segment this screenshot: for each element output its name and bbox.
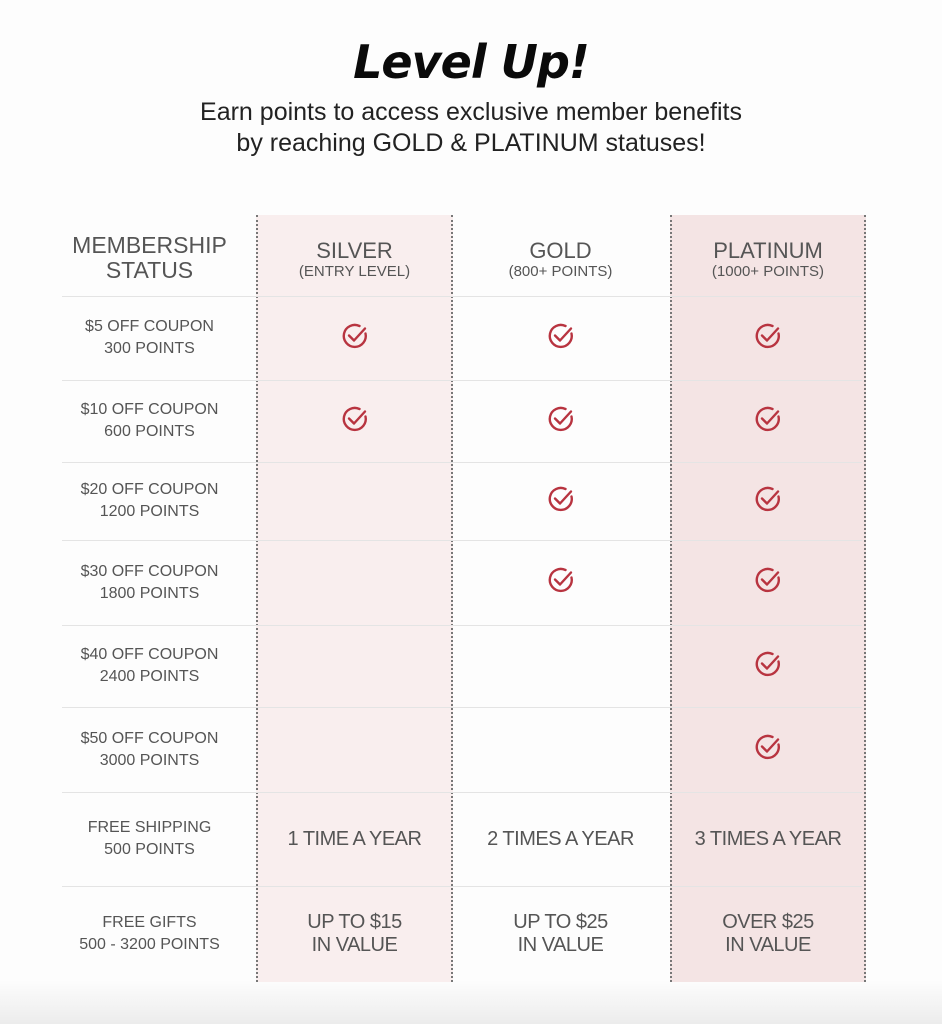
feature-points: 1200 POINTS xyxy=(99,503,200,520)
feature-points: 300 POINTS xyxy=(104,340,195,357)
cell-platinum xyxy=(672,462,864,540)
feature-name: $50 OFF COUPON xyxy=(80,729,219,747)
benefit-value: IN VALUE xyxy=(311,934,398,956)
cell-gold: UP TO $25 IN VALUE xyxy=(464,886,657,982)
cell-gold: 2 TIMES A YEAR xyxy=(464,792,657,886)
cell-gold xyxy=(464,296,657,380)
benefit-value: IN VALUE xyxy=(725,934,811,956)
feature-label: $5 OFF COUPON 300 POINTS xyxy=(62,296,237,380)
cell-gold xyxy=(464,707,657,792)
subtitle-line-1: Earn points to access exclusive member b… xyxy=(200,98,742,126)
feature-label: $10 OFF COUPON 600 POINTS xyxy=(62,380,237,462)
benefit-value: IN VALUE xyxy=(517,934,604,956)
feature-label: FREE GIFTS 500 - 3200 POINTS xyxy=(62,886,237,982)
cell-platinum xyxy=(672,707,864,792)
feature-label: $30 OFF COUPON 1800 POINTS xyxy=(62,540,237,625)
cell-silver xyxy=(258,540,451,625)
feature-name: FREE SHIPPING xyxy=(87,819,212,836)
cell-silver xyxy=(258,625,451,707)
row-divider xyxy=(62,380,862,381)
tier-header-platinum: PLATINUM (1000+ POINTS) xyxy=(672,225,864,295)
check-circle-icon xyxy=(751,402,785,441)
page-subtitle: Earn points to access exclusive member b… xyxy=(0,97,942,159)
feature-points: 600 POINTS xyxy=(104,423,195,440)
cell-gold xyxy=(464,380,657,462)
tier-sub: (1000+ POINTS) xyxy=(711,263,825,280)
check-circle-icon xyxy=(751,319,785,358)
cell-silver xyxy=(258,462,451,540)
cell-gold xyxy=(464,540,657,625)
feature-name: FREE GIFTS xyxy=(102,914,197,931)
feature-points: 3000 POINTS xyxy=(99,751,200,769)
row-divider xyxy=(62,886,862,887)
check-circle-icon xyxy=(338,319,372,358)
feature-label: $40 OFF COUPON 2400 POINTS xyxy=(62,625,237,707)
cell-silver xyxy=(258,296,451,380)
cell-silver: 1 TIME A YEAR xyxy=(258,792,451,886)
row-divider xyxy=(62,625,862,626)
check-circle-icon xyxy=(544,402,578,441)
row-divider xyxy=(62,707,862,708)
cell-silver xyxy=(258,707,451,792)
header-label-line-2: STATUS xyxy=(105,257,194,283)
check-circle-icon xyxy=(751,730,785,769)
bottom-fade xyxy=(0,980,942,1024)
check-circle-icon xyxy=(751,647,785,686)
tier-name: GOLD xyxy=(529,238,592,263)
row-divider xyxy=(62,462,862,463)
check-circle-icon xyxy=(751,563,785,602)
cell-gold xyxy=(464,625,657,707)
row-divider xyxy=(62,792,862,793)
benefit-value: 2 TIMES A YEAR xyxy=(487,827,634,850)
benefit-value: 3 TIMES A YEAR xyxy=(694,827,842,850)
cell-platinum: 3 TIMES A YEAR xyxy=(672,792,864,886)
feature-name: $40 OFF COUPON xyxy=(80,646,219,663)
feature-name: $5 OFF COUPON xyxy=(85,318,214,335)
tier-header-gold: GOLD (800+ POINTS) xyxy=(464,225,657,295)
feature-label: $20 OFF COUPON 1200 POINTS xyxy=(62,462,237,540)
feature-name: $20 OFF COUPON xyxy=(80,481,219,498)
header-label-line-1: MEMBERSHIP xyxy=(72,232,227,258)
cell-platinum xyxy=(672,540,864,625)
cell-platinum xyxy=(672,625,864,707)
cell-silver xyxy=(258,380,451,462)
feature-points: 500 - 3200 POINTS xyxy=(79,936,220,953)
tier-header-silver: SILVER (ENTRY LEVEL) xyxy=(258,225,451,295)
subtitle-line-2: by reaching GOLD & PLATINUM statuses! xyxy=(236,129,706,157)
check-circle-icon xyxy=(751,482,785,521)
row-divider xyxy=(62,296,862,297)
benefit-value: OVER $25 xyxy=(722,911,814,933)
feature-name: $10 OFF COUPON xyxy=(80,401,219,418)
header-label: MEMBERSHIP STATUS xyxy=(62,222,237,294)
feature-name: $30 OFF COUPON xyxy=(80,562,219,580)
feature-label: $50 OFF COUPON 3000 POINTS xyxy=(62,707,237,792)
feature-points: 2400 POINTS xyxy=(99,668,200,685)
feature-points: 1800 POINTS xyxy=(99,584,200,602)
check-circle-icon xyxy=(338,402,372,441)
tier-sub: (ENTRY LEVEL) xyxy=(298,263,411,280)
feature-points: 500 POINTS xyxy=(104,841,195,858)
benefit-value: UP TO $25 xyxy=(513,911,608,933)
benefit-value: 1 TIME A YEAR xyxy=(287,827,422,850)
tier-name: PLATINUM xyxy=(713,238,823,263)
silver-column-highlight xyxy=(256,215,453,982)
tier-sub: (800+ POINTS) xyxy=(508,263,613,280)
check-circle-icon xyxy=(544,319,578,358)
cell-silver: UP TO $15 IN VALUE xyxy=(258,886,451,982)
row-divider xyxy=(62,540,862,541)
cell-platinum xyxy=(672,296,864,380)
cell-platinum: OVER $25 IN VALUE xyxy=(672,886,864,982)
page-title: Level Up! xyxy=(353,35,590,89)
tier-name: SILVER xyxy=(316,238,393,263)
cell-gold xyxy=(464,462,657,540)
feature-label: FREE SHIPPING 500 POINTS xyxy=(62,792,237,886)
check-circle-icon xyxy=(544,563,578,602)
platinum-column-highlight xyxy=(670,215,866,982)
check-circle-icon xyxy=(544,482,578,521)
cell-platinum xyxy=(672,380,864,462)
benefit-value: UP TO $15 xyxy=(307,911,402,933)
